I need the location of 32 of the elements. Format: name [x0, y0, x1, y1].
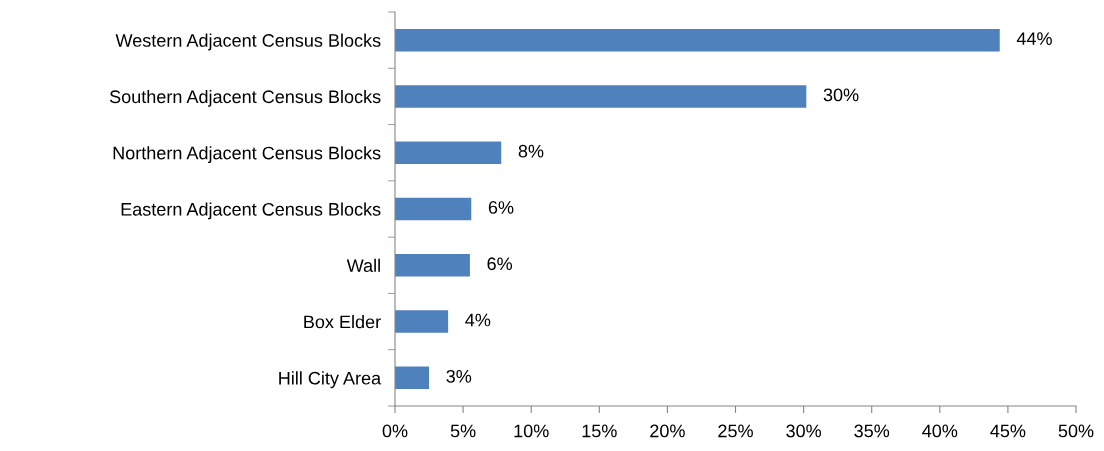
- x-tick-label: 35%: [854, 424, 890, 438]
- y-tick-label: Western Adjacent Census Blocks: [115, 33, 381, 51]
- bar: [395, 254, 470, 277]
- data-label: 4%: [465, 313, 491, 327]
- y-tick-label: Hill City Area: [279, 371, 382, 389]
- x-tick-label: 50%: [1058, 424, 1094, 438]
- x-tick-label: 15%: [582, 424, 617, 438]
- bar: [395, 28, 1000, 52]
- y-tick-label: Eastern Adjacent Census Blocks: [121, 202, 381, 220]
- x-tick-label: 30%: [786, 424, 822, 438]
- data-label: 30%: [823, 88, 859, 102]
- data-label: 8%: [518, 144, 544, 158]
- bar: [395, 141, 502, 164]
- data-label: 6%: [488, 201, 514, 214]
- bar: [395, 197, 472, 221]
- bar: [395, 310, 449, 333]
- y-tick-label: Wall: [346, 258, 380, 273]
- data-label: 6%: [487, 257, 513, 271]
- y-tick-label: Northern Adjacent Census Blocks: [113, 146, 381, 163]
- y-tick-label: Box Elder: [304, 315, 381, 329]
- y-tick-label: Southern Adjacent Census Blocks: [109, 89, 381, 107]
- bar: [395, 85, 807, 108]
- bar: [395, 366, 430, 390]
- x-tick-label: 25%: [718, 424, 753, 438]
- data-label: 3%: [446, 369, 472, 383]
- x-tick-label: 45%: [990, 424, 1026, 438]
- x-tick-label: 5%: [450, 424, 476, 438]
- x-tick-label: 0%: [382, 424, 408, 438]
- x-tick-label: 40%: [922, 424, 958, 438]
- x-tick-label: 20%: [650, 424, 685, 438]
- x-tick-label: 10%: [514, 424, 549, 438]
- data-label: 44%: [1016, 32, 1052, 45]
